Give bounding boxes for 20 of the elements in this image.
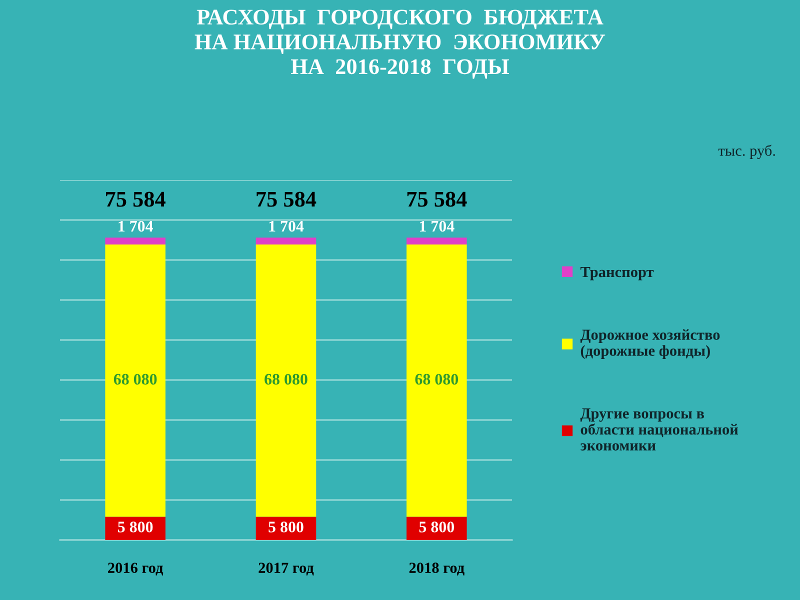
data-label: 5 800 bbox=[419, 522, 454, 532]
data-label: 5 800 bbox=[118, 522, 153, 532]
data-label: 1 704 bbox=[118, 220, 154, 232]
legend-label: Транспорт bbox=[580, 267, 654, 280]
data-label: 1 704 bbox=[269, 220, 304, 232]
x-tick-label: 2017 год bbox=[258, 562, 314, 576]
text: тыс. руб. bbox=[718, 144, 775, 159]
data-label: 68 080 bbox=[264, 374, 308, 385]
legend-label: Дорожное хозяйство (дорожные фонды) bbox=[580, 329, 720, 359]
chart-title: РАСХОДЫ ГОРОДСКОГО БЮДЖЕТА НА НАЦИОНАЛЬНУЮ ЭКОНОМИКУ НА 2016-2018 ГОДЫ bbox=[194, 10, 606, 79]
x-tick-label: 2016 год bbox=[108, 562, 164, 576]
total-label: 75 584 bbox=[106, 192, 166, 207]
x-tick-label: 2018 год bbox=[409, 562, 464, 576]
total-label: 75 584 bbox=[256, 192, 316, 207]
legend-label: Другие вопросы в области национальной экономики bbox=[580, 408, 738, 451]
data-label: 1 704 bbox=[420, 220, 454, 232]
data-label: 5 800 bbox=[268, 522, 304, 532]
data-label: 68 080 bbox=[415, 374, 458, 385]
data-label: 68 080 bbox=[114, 374, 157, 385]
total-label: 75 584 bbox=[407, 192, 467, 207]
